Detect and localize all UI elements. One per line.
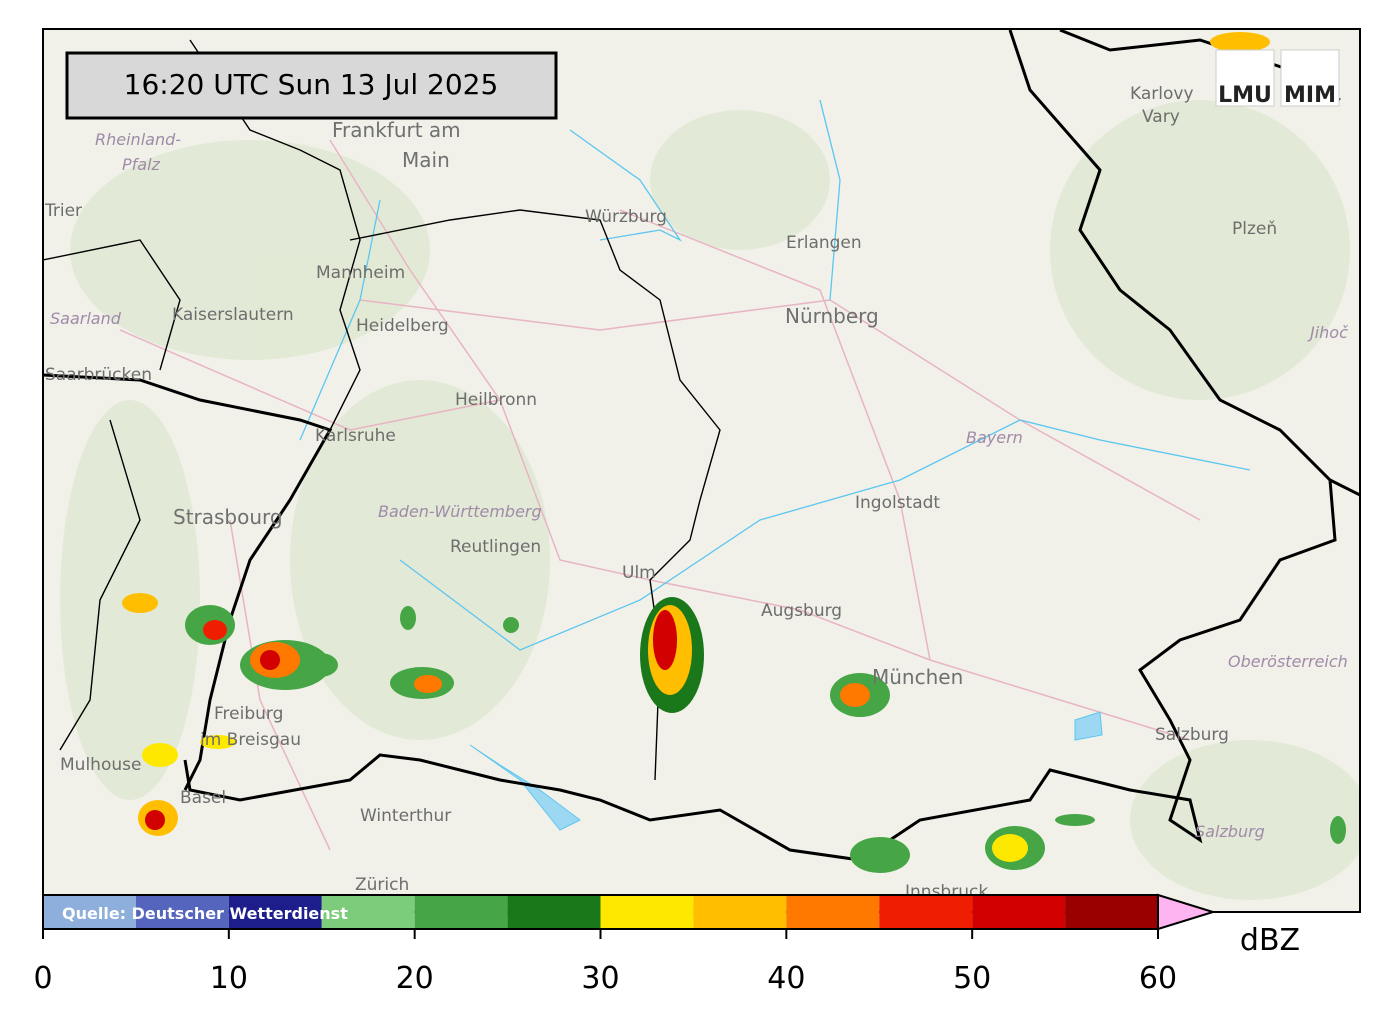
- state-borders: [43, 39, 721, 781]
- city-label: Main: [402, 148, 450, 172]
- logo: [1280, 49, 1340, 107]
- color-bin: [321, 895, 415, 929]
- color-bin: [972, 895, 1066, 929]
- color-bin: [414, 895, 508, 929]
- color-bin: [879, 895, 973, 929]
- logo-text: LMU: [1218, 83, 1272, 108]
- colorbar-unit: dBZ: [1240, 923, 1300, 958]
- city-label: Ingolstadt: [855, 493, 940, 513]
- city-label: Basel: [180, 788, 226, 808]
- timestamp: 16:20 UTC Sun 13 Jul 2025: [124, 68, 499, 101]
- city-label: Winterthur: [360, 806, 451, 826]
- rivers: [299, 99, 1251, 651]
- city-label: Salzburg: [1155, 725, 1229, 745]
- city-label: München: [872, 665, 963, 689]
- city-label: Heidelberg: [356, 316, 449, 336]
- city-label: Karlsruhe: [315, 426, 396, 446]
- city-label: Zürich: [355, 875, 409, 895]
- color-bin: [228, 895, 322, 929]
- lake: [1074, 711, 1103, 741]
- color-bin: [600, 895, 694, 929]
- region-label: Salzburg: [1195, 822, 1265, 841]
- tick-label: 10: [210, 961, 248, 996]
- region-label: Jihoč: [1307, 323, 1349, 342]
- region-label: Saarland: [50, 309, 122, 328]
- region-label: Rheinland-: [95, 130, 181, 149]
- tick-label: 20: [396, 961, 434, 996]
- region-label: Oberösterreich: [1228, 652, 1348, 671]
- region-label: Pfalz: [122, 155, 161, 174]
- tick-label: 30: [581, 961, 619, 996]
- city-label: Freiburg: [214, 704, 283, 724]
- country-borders: [43, 29, 1360, 862]
- city-label: Nürnberg: [785, 304, 879, 328]
- city-label: Erlangen: [786, 233, 862, 253]
- tick-label: 60: [1139, 961, 1177, 996]
- lake: [469, 744, 581, 831]
- city-label: Trier: [44, 201, 82, 221]
- city-label: Saarbrücken: [45, 365, 152, 385]
- source-label: Quelle: Deutscher Wetterdienst: [62, 904, 348, 923]
- color-bin: [135, 895, 229, 929]
- city-label: Karlovy: [1130, 84, 1194, 104]
- color-bin: [693, 895, 787, 929]
- city-label: Vary: [1142, 107, 1180, 127]
- color-bin: [786, 895, 880, 929]
- city-label: Kaiserslautern: [172, 305, 294, 325]
- timestamp-box: [65, 51, 558, 120]
- city-label: Strasbourg: [173, 505, 283, 529]
- tick-label: 50: [953, 961, 991, 996]
- city-label: Mulhouse: [60, 755, 141, 775]
- region-label: Baden-Württemberg: [378, 502, 542, 521]
- color-bin: [43, 895, 136, 929]
- color-bin: [507, 895, 601, 929]
- logo-text: MIM: [1284, 83, 1336, 108]
- map: Rheinland- Pfalz Frankfurt am Main Trier…: [43, 29, 1360, 912]
- color-bin: [1065, 895, 1158, 929]
- tick-label: 0: [33, 961, 52, 996]
- radar-echoes: [122, 32, 1346, 873]
- city-label: Augsburg: [761, 601, 842, 621]
- city-label: Heilbronn: [455, 390, 537, 410]
- forest: [60, 100, 1360, 900]
- city-label: Plzeň: [1232, 219, 1277, 239]
- tick-label: 40: [767, 961, 805, 996]
- logo: [1215, 49, 1275, 107]
- city-label: Frankfurt am: [332, 118, 461, 142]
- city-label: Ulm: [622, 563, 656, 583]
- city-label: im Breisgau: [200, 730, 301, 750]
- city-label: Würzburg: [585, 207, 667, 227]
- region-label: Bayern: [966, 428, 1023, 447]
- city-label: Mannheim: [316, 263, 405, 283]
- city-label: Reutlingen: [450, 537, 541, 557]
- colorbar: Quelle: Deutscher Wetterdienst 0 10 20 30 40 5…: [33, 893, 1300, 996]
